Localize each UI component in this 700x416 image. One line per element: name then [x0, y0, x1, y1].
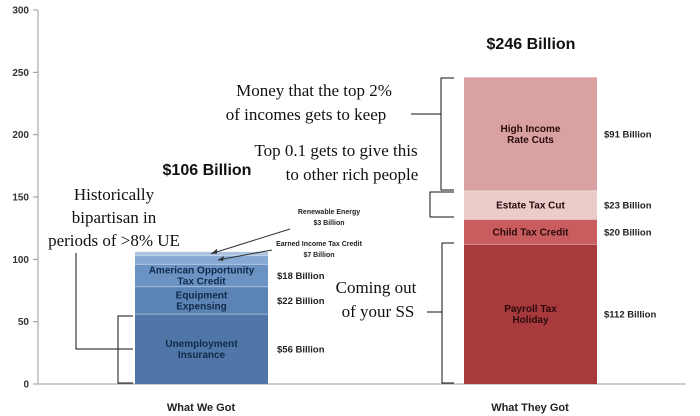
bar-segment-american-opportunity-tax-credit: [135, 264, 268, 287]
eitc-pointer-arrowhead: [218, 255, 224, 261]
annotation-bipartisan-connector: [75, 253, 133, 350]
segment-label-child-tax-credit-line-1: Child Tax Credit: [493, 227, 570, 238]
bar-segment-high-income-rate-cuts: [464, 77, 597, 191]
value-label-estate-tax-cut: $23 Billion: [604, 201, 652, 212]
annotation-ss-bracket: [441, 242, 454, 384]
segment-label-american-opportunity-tax-credit-line-1: American Opportunity: [149, 266, 255, 277]
segment-label-unemployment-insurance-line-2: Insurance: [178, 350, 226, 361]
outside-label-renewable-line-1: Renewable Energy: [298, 209, 360, 216]
total-label-what-we-got: $106 Billion: [163, 162, 252, 179]
annotation-bipartisan-line-1: Historically: [74, 185, 155, 204]
total-label-what-they-got: $246 Billion: [487, 36, 576, 53]
segment-label-high-income-rate-cuts-line-2: Rate Cuts: [507, 135, 554, 146]
segment-label-high-income-rate-cuts-line-1: High Income: [500, 124, 560, 135]
annotation-ss-line-2: of your SS: [342, 302, 415, 321]
y-tick-label-200: 200: [12, 130, 29, 141]
annotation-top2-line-1: Money that the top 2%: [236, 81, 392, 100]
segment-label-payroll-tax-holiday-line-2: Holiday: [512, 315, 549, 326]
y-tick-label-300: 300: [12, 6, 29, 17]
annotation-top2-line-2: of incomes gets to keep: [226, 105, 387, 124]
bars-layer: [135, 77, 597, 384]
annotation-top01-bracket: [429, 191, 454, 218]
bar-segment-renewable-energy: [135, 251, 268, 256]
eitc-pointer-line: [217, 249, 273, 261]
annotation-top-0-1: Top 0.1 gets to give this to other rich …: [254, 141, 454, 218]
bar-segment-earned-income-tax-credit: [135, 255, 268, 265]
annotation-bipartisan-bracket: [117, 315, 133, 384]
annotation-bipartisan-line-2: bipartisan in: [72, 208, 157, 227]
renewable-pointer-arrowhead: [211, 248, 217, 254]
y-tick-label-150: 150: [12, 193, 29, 204]
segment-label-american-opportunity-tax-credit-line-2: Tax Credit: [177, 277, 226, 288]
value-label-high-income-rate-cuts: $91 Billion: [604, 130, 652, 141]
segment-label-payroll-tax-holiday-line-1: Payroll Tax: [504, 304, 557, 315]
value-label-unemployment-insurance: $56 Billion: [277, 345, 325, 356]
bar-segment-equipment-expensing: [135, 286, 268, 315]
annotation-top01-line-2: to other rich people: [286, 165, 419, 184]
bar-segment-payroll-tax-holiday: [464, 244, 597, 384]
outside-label-renewable-line-2: $3 Billion: [313, 220, 344, 227]
value-label-american-opportunity-tax-credit: $18 Billion: [277, 271, 325, 282]
renewable-pointer-line: [210, 228, 291, 255]
y-tick-label-50: 50: [18, 317, 30, 328]
category-label-what-we-got: What We Got: [167, 402, 236, 414]
outside-label-eitc-line-2: $7 Billion: [303, 252, 334, 259]
value-label-payroll-tax-holiday: $112 Billion: [604, 310, 656, 321]
value-label-equipment-expensing: $22 Billion: [277, 296, 325, 307]
annotation-ss-line-1: Coming out: [336, 278, 417, 297]
annotation-top-2-percent: Money that the top 2% of incomes gets to…: [226, 77, 454, 191]
value-label-child-tax-credit: $20 Billion: [604, 227, 652, 238]
bar-segment-unemployment-insurance: [135, 314, 268, 384]
segment-label-estate-tax-cut-line-1: Estate Tax Cut: [496, 201, 565, 212]
y-tick-label-250: 250: [12, 68, 29, 79]
annotation-top01-line-1: Top 0.1 gets to give this: [254, 141, 417, 160]
y-tick-label-100: 100: [12, 255, 29, 266]
bar-segment-child-tax-credit: [464, 219, 597, 245]
annotation-bipartisan: Historically bipartisan in periods of >8…: [48, 185, 180, 384]
segment-label-equipment-expensing-line-2: Expensing: [176, 301, 227, 312]
bar-segment-estate-tax-cut: [464, 190, 597, 220]
segment-label-unemployment-insurance-line-1: Unemployment: [165, 339, 238, 350]
outside-label-eitc-line-1: Earned Income Tax Credit: [276, 241, 363, 248]
y-tick-label-0: 0: [23, 380, 29, 391]
segment-label-equipment-expensing-line-1: Equipment: [176, 290, 228, 301]
annotation-top2-bracket: [440, 77, 454, 191]
category-label-what-they-got: What They Got: [491, 402, 569, 414]
annotation-social-security: Coming out of your SS: [336, 242, 454, 384]
annotation-bipartisan-line-3: periods of >8% UE: [48, 231, 180, 250]
